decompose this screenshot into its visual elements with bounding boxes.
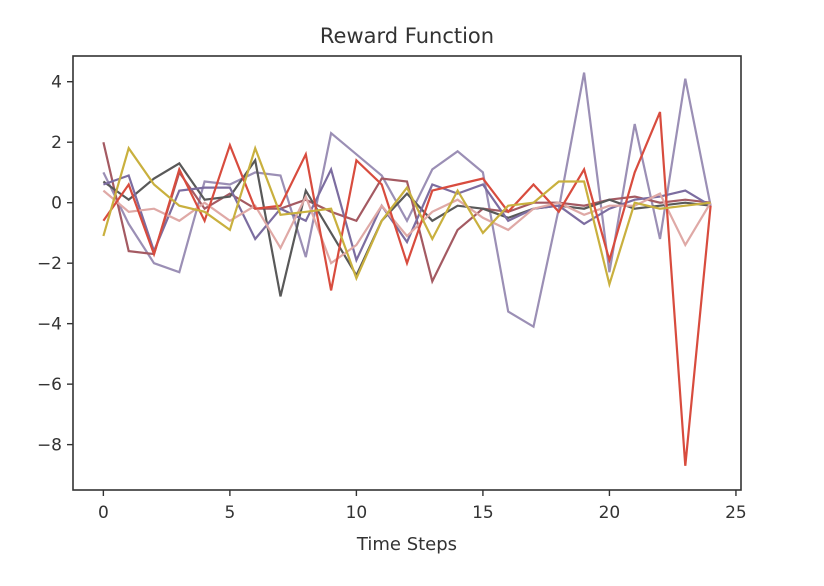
y-tick-label: −4 [37, 315, 62, 335]
x-tick-label: 10 [346, 503, 368, 523]
x-tick-label: 0 [98, 503, 109, 523]
series-line-7 [102, 144, 711, 289]
y-tick-label: −8 [37, 436, 62, 456]
plot-frame [72, 55, 742, 491]
series-line-6 [102, 111, 712, 466]
x-tick-label: 25 [725, 503, 747, 523]
series-line-1 [102, 72, 712, 329]
series-line-4 [103, 166, 712, 264]
y-axis: 4 2 0 −2 −4 −6 −8 [37, 73, 73, 456]
x-tick-label: 15 [472, 503, 494, 523]
series-line-5 [102, 189, 712, 265]
x-axis: 0 5 10 15 20 25 [98, 490, 747, 523]
y-tick-label: 4 [51, 73, 62, 93]
series-line-3 [102, 157, 711, 297]
x-tick-label: 5 [224, 503, 235, 523]
y-tick-label: −6 [37, 375, 62, 395]
series-group [102, 72, 712, 466]
y-tick-label: 2 [51, 133, 62, 153]
chart-title: Reward Function [320, 24, 494, 48]
x-axis-title: Time Steps [356, 534, 457, 555]
x-tick-label: 20 [599, 503, 621, 523]
y-tick-label: 0 [51, 194, 62, 214]
y-tick-label: −2 [37, 254, 62, 274]
